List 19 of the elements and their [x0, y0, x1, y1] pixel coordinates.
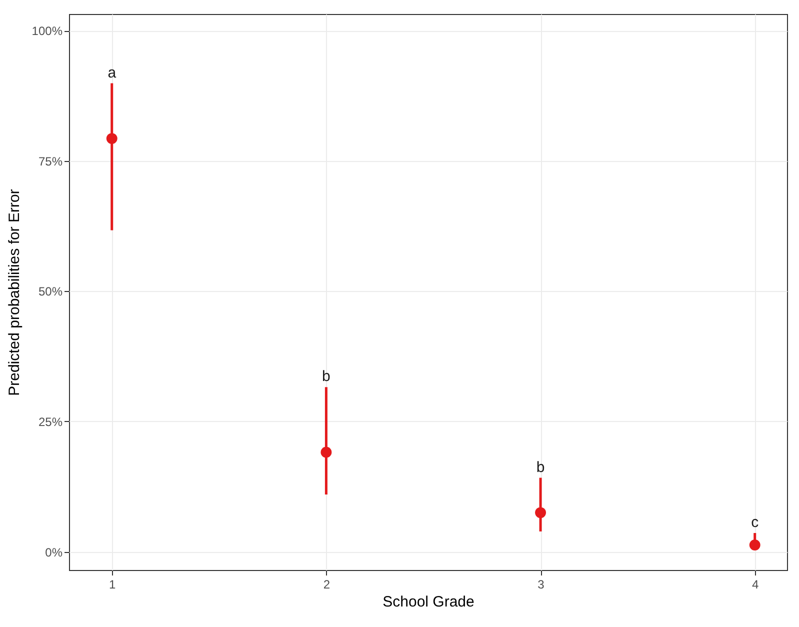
annotation: a: [108, 64, 117, 82]
y-axis-title: Predicted probabilities for Error: [6, 189, 23, 396]
x-tick-label: 1: [109, 578, 116, 592]
x-tick-label: 2: [323, 578, 330, 592]
y-tick-label: 25%: [38, 414, 63, 429]
annotation: b: [322, 368, 330, 386]
x-axis-title: School Grade: [382, 594, 474, 610]
annotation: c: [751, 514, 760, 532]
point: [106, 133, 118, 144]
point: [535, 507, 546, 518]
point: [320, 446, 332, 458]
y-tick-label: 75%: [38, 154, 63, 168]
annotation: b: [536, 458, 545, 476]
point: [749, 540, 760, 550]
x-tick-label: 4: [752, 578, 760, 592]
y-tick-label: 0%: [45, 545, 63, 560]
y-tick-label: 50%: [38, 284, 63, 299]
y-tick-label: 100%: [32, 24, 63, 38]
x-tick-label: 3: [538, 578, 545, 592]
